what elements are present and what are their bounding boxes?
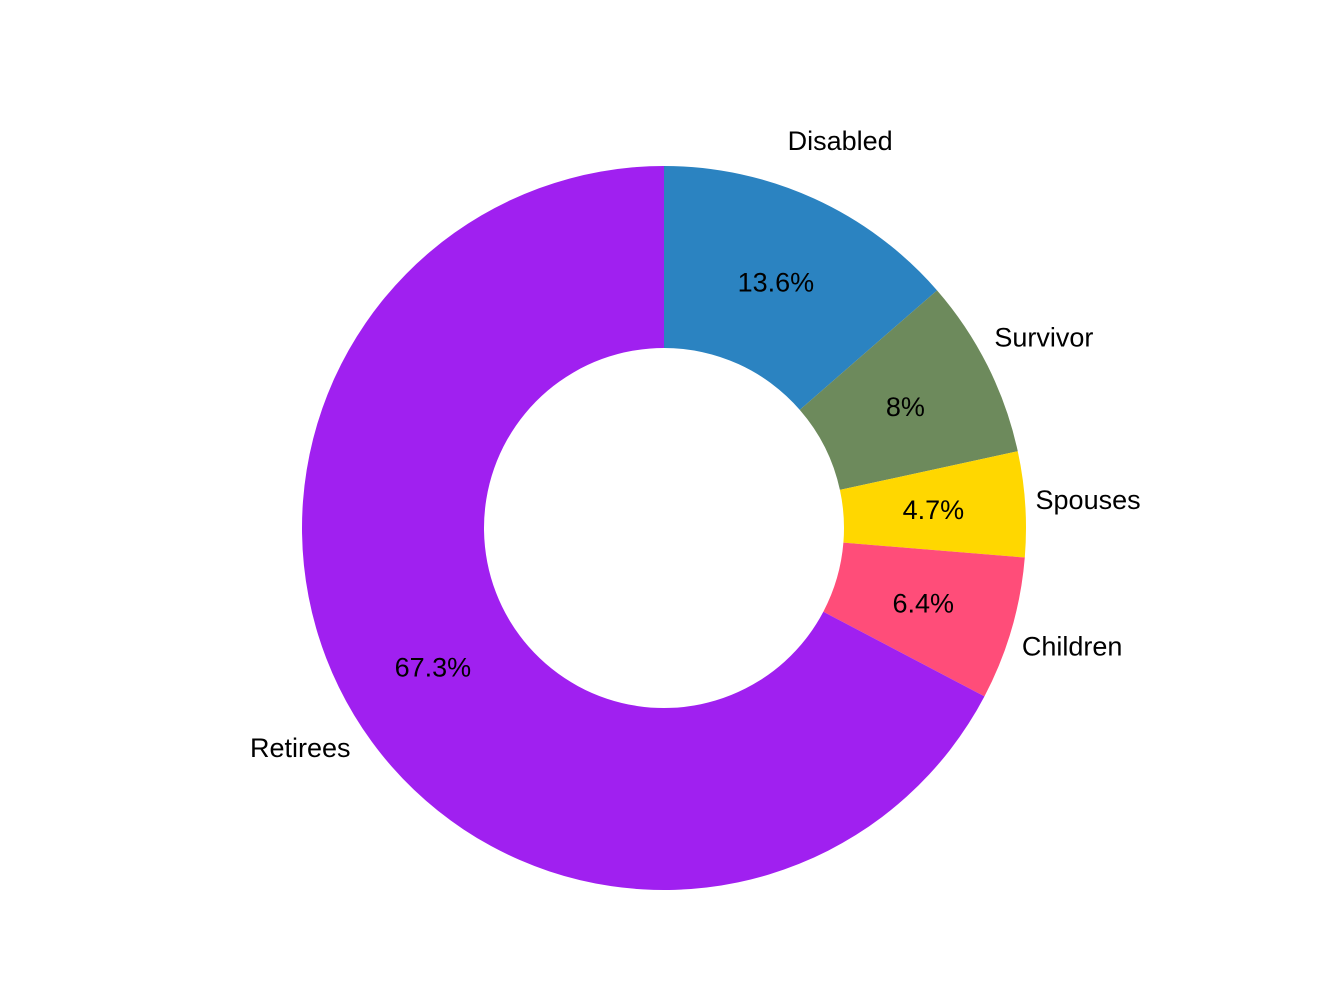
value-label-retirees: 67.3%	[395, 653, 472, 683]
donut-slices	[301, 166, 1026, 890]
value-label-children: 6.4%	[893, 588, 955, 618]
slice-disabled	[664, 166, 938, 410]
category-label-survivor: Survivor	[994, 322, 1093, 352]
slice-survivor	[799, 290, 1018, 490]
category-label-disabled: Disabled	[788, 126, 893, 156]
value-label-disabled: 13.6%	[738, 267, 815, 297]
value-label-spouses: 4.7%	[903, 495, 965, 525]
slice-spouses	[839, 451, 1026, 558]
value-label-survivor: 8%	[886, 392, 925, 422]
slice-children	[823, 542, 1025, 697]
category-label-children: Children	[1022, 632, 1123, 662]
slice-retirees	[301, 166, 985, 890]
value-labels: 13.6% 8% 4.7% 6.4% 67.3%	[395, 267, 965, 682]
category-label-spouses: Spouses	[1036, 485, 1141, 515]
category-labels: Disabled Survivor Spouses Children Retirees	[250, 126, 1141, 763]
category-label-retirees: Retirees	[250, 733, 351, 763]
